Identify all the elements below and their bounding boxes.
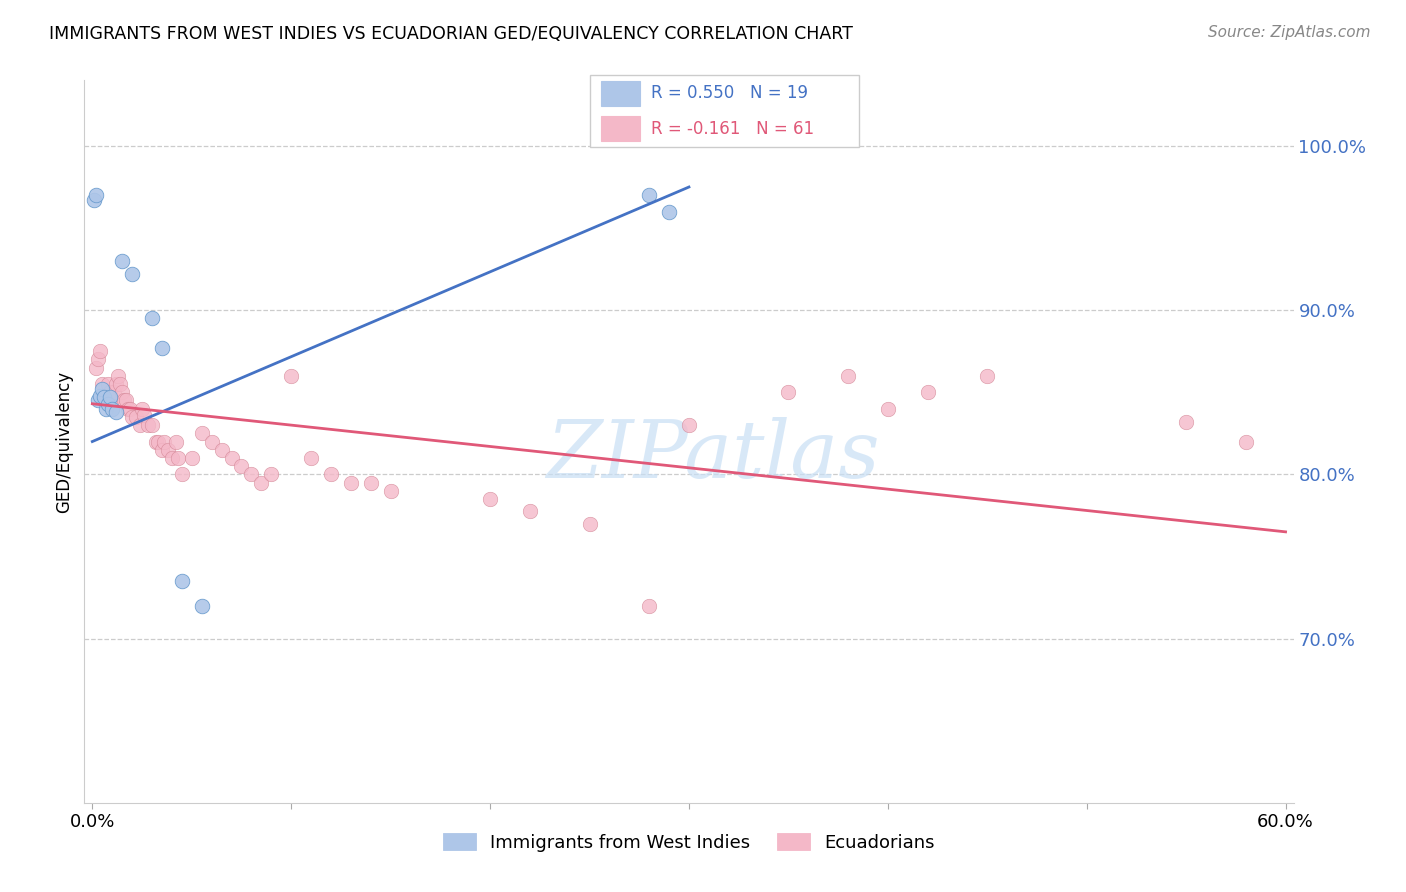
Point [299, 450, 322, 465]
Point [87, 352, 110, 367]
Point [240, 467, 263, 482]
Point [837, 368, 859, 383]
Point [150, 341, 173, 355]
Point [150, 442, 173, 457]
Point [136, 418, 159, 433]
Point [519, 503, 541, 517]
Point [578, 516, 600, 531]
Point [201, 434, 224, 449]
Point [121, 409, 143, 424]
Point [876, 401, 898, 416]
Point [101, 393, 124, 408]
Point [111, 253, 134, 268]
Point [153, 434, 176, 449]
Point [96, 393, 118, 408]
Point [190, 426, 212, 441]
Bar [602, 81, 640, 106]
Point [170, 574, 193, 588]
Point [91, 382, 114, 396]
Point [121, 267, 143, 281]
Point [280, 368, 302, 383]
Point [97, 377, 120, 392]
Point [340, 475, 363, 490]
Point [250, 475, 273, 490]
Point [129, 418, 152, 433]
Point [165, 434, 187, 449]
Point [160, 450, 183, 465]
Point [108, 377, 131, 392]
Point [479, 491, 502, 506]
Text: ZIPatlas: ZIPatlas [547, 417, 880, 495]
Point [89, 388, 111, 402]
Point [112, 393, 135, 408]
Text: IMMIGRANTS FROM WEST INDIES VS ECUADORIAN GED/EQUIVALENCY CORRELATION CHART: IMMIGRANTS FROM WEST INDIES VS ECUADORIA… [49, 25, 853, 43]
Point [180, 450, 202, 465]
Point [107, 368, 129, 383]
Point [115, 393, 138, 408]
Point [91, 377, 114, 392]
Point [93, 393, 115, 408]
Text: Source: ZipAtlas.com: Source: ZipAtlas.com [1208, 25, 1371, 40]
Y-axis label: GED/Equivalency: GED/Equivalency [55, 370, 73, 513]
Point [260, 467, 283, 482]
Point [105, 377, 128, 392]
Point [103, 385, 125, 400]
Point [111, 385, 134, 400]
Point [98, 385, 121, 400]
Point [360, 475, 382, 490]
Point [156, 442, 179, 457]
Point [221, 450, 243, 465]
Point [132, 409, 155, 423]
Point [98, 390, 121, 404]
Point [166, 450, 188, 465]
Point [87, 393, 110, 408]
Point [917, 385, 939, 400]
Point [117, 401, 139, 416]
Point [120, 401, 142, 416]
Point [141, 311, 163, 326]
Text: R = -0.161   N = 61: R = -0.161 N = 61 [651, 120, 814, 138]
FancyBboxPatch shape [591, 75, 859, 147]
Bar [602, 116, 640, 141]
Point [131, 401, 153, 416]
Point [96, 401, 118, 416]
Point [678, 418, 700, 433]
Point [125, 409, 148, 424]
Text: R = 0.550   N = 19: R = 0.550 N = 19 [651, 84, 808, 103]
Point [211, 442, 233, 457]
Point [319, 467, 342, 482]
Point [658, 204, 681, 219]
Point [83, 193, 105, 207]
Point [93, 390, 115, 404]
Legend: Immigrants from West Indies, Ecuadorians: Immigrants from West Indies, Ecuadorians [436, 826, 942, 859]
Point [146, 434, 169, 449]
Point [1175, 415, 1198, 429]
Point [89, 344, 111, 359]
Point [145, 434, 167, 449]
Point [170, 467, 193, 482]
Point [97, 397, 120, 411]
Point [1234, 434, 1257, 449]
Point [976, 368, 998, 383]
Point [190, 599, 212, 613]
Point [105, 405, 128, 419]
Point [231, 459, 253, 474]
Point [638, 188, 661, 202]
Point [638, 599, 661, 613]
Point [84, 360, 107, 375]
Point [101, 401, 124, 416]
Point [778, 385, 800, 400]
Point [380, 483, 402, 498]
Point [84, 188, 107, 202]
Point [141, 418, 163, 433]
